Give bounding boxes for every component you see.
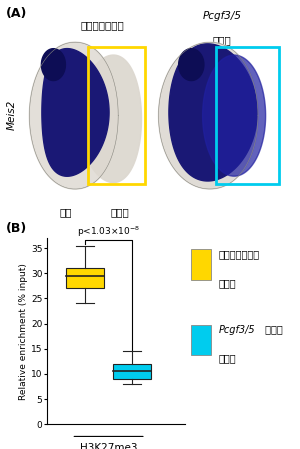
Text: 先端部: 先端部 xyxy=(218,278,236,288)
Bar xyxy=(88,47,145,184)
Bar xyxy=(190,325,211,355)
Polygon shape xyxy=(41,48,65,80)
Polygon shape xyxy=(42,48,109,176)
Bar xyxy=(190,249,211,280)
Bar xyxy=(113,364,152,379)
Text: (A): (A) xyxy=(6,7,27,20)
Text: Pcgf3/5: Pcgf3/5 xyxy=(218,325,255,335)
Polygon shape xyxy=(202,55,266,176)
Polygon shape xyxy=(158,42,258,189)
Text: Meis2: Meis2 xyxy=(7,99,17,130)
Text: コントロール胚: コントロール胚 xyxy=(218,249,260,259)
Bar xyxy=(66,268,104,288)
Text: Pcgf3/5: Pcgf3/5 xyxy=(202,11,242,21)
Polygon shape xyxy=(179,48,204,80)
Text: 先端部: 先端部 xyxy=(218,353,236,363)
Polygon shape xyxy=(169,44,257,181)
Text: 先端部: 先端部 xyxy=(111,207,129,217)
Bar xyxy=(217,47,280,184)
Text: 変異型: 変異型 xyxy=(213,35,231,45)
Text: 基部: 基部 xyxy=(60,207,72,217)
Text: コントロール胚: コントロール胚 xyxy=(80,20,124,30)
Text: H3K27me3: H3K27me3 xyxy=(80,443,137,449)
Text: (B): (B) xyxy=(6,222,27,235)
Text: 変異型: 変異型 xyxy=(262,325,283,335)
Polygon shape xyxy=(79,55,142,183)
Polygon shape xyxy=(29,42,118,189)
Polygon shape xyxy=(29,42,118,189)
Text: p<1.03$\times$10$^{-8}$: p<1.03$\times$10$^{-8}$ xyxy=(77,224,140,239)
Y-axis label: Relative enrichment (% input): Relative enrichment (% input) xyxy=(19,263,28,400)
